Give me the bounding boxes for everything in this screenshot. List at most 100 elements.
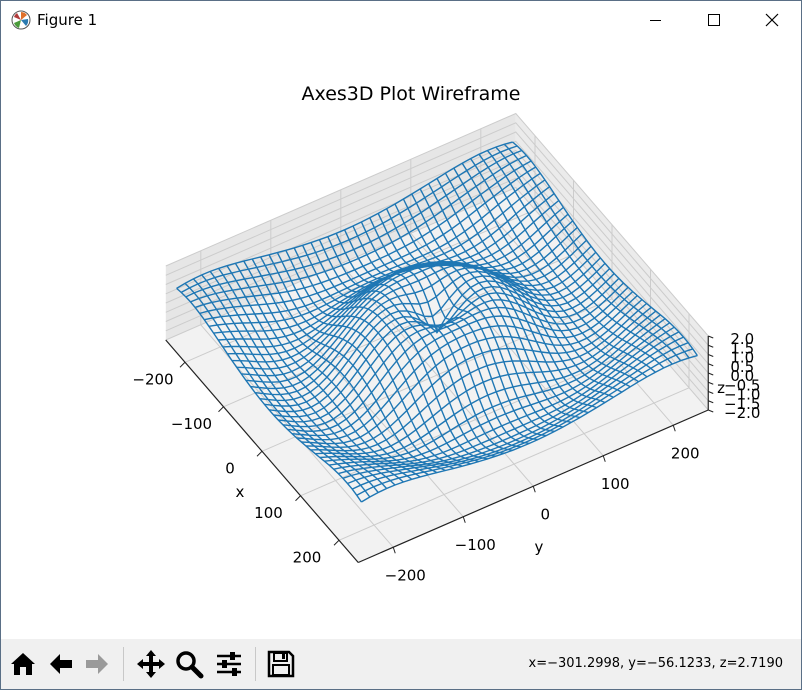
save-button[interactable] [265,648,297,680]
minimize-icon [650,20,661,21]
z-axis-label: z [717,379,725,397]
z-tick-label: −1.0 [724,386,760,404]
wire-line-y [192,278,379,493]
forward-icon [86,654,108,674]
z-tick [708,391,714,394]
toolbar-separator [123,647,124,681]
figure-canvas[interactable]: −200 −100 0 100 200 −200 −100 0 100 200 −2.0 −1.5 −1… [1,40,801,639]
wireframe-plot[interactable]: −200 −100 0 100 200 −200 −100 0 100 200 −2.0−1.5−1… [1,40,801,639]
wire-line-y [385,208,572,423]
x-tick-label: 0 [225,459,235,477]
wire-line-y [310,242,496,457]
wire-line-y [470,158,656,373]
wire-line-y [486,150,673,365]
y-tick-label: 200 [671,444,700,462]
grid-line [165,186,709,411]
home-button[interactable] [7,648,39,680]
save-icon [267,650,295,678]
wire-line-y [335,233,522,448]
z-tick [708,372,714,376]
pan-button[interactable] [135,648,167,680]
x-tick [295,495,301,502]
zoom-button[interactable] [173,648,205,680]
wire-line-y [411,193,597,409]
back-button[interactable] [45,648,77,680]
configure-subplots-icon [217,652,241,676]
close-icon [765,13,779,27]
title-bar: Figure 1 [1,1,801,39]
z-tick [708,363,714,367]
wire-line-y [461,162,648,378]
z-tick [708,381,714,385]
navigation-toolbar: x=−301.2998, y=−56.1233, z=2.7190 [1,639,801,689]
z-tick-label: 1.5 [730,339,754,357]
y-tick [462,516,466,523]
x-tick [256,450,263,457]
grid-line [165,149,709,374]
chart-title: Axes3D Plot Wireframe [302,83,521,105]
wire-line-y [301,245,488,460]
wire-line-y [226,265,413,480]
z-tick-label: 0.5 [730,358,754,376]
y-tick-label: −100 [455,536,496,554]
grid-line [165,140,709,365]
z-tick [708,400,714,404]
wire-line-y [343,229,530,445]
toolbar-separator [255,647,256,681]
grid-line [165,112,709,337]
y-tick [532,486,536,493]
zoom-icon [176,651,204,679]
wire-line-y [444,172,631,388]
wire-line-y [327,236,513,451]
close-button[interactable] [743,1,801,39]
wire-line-y [503,143,690,359]
grid-line [165,122,709,346]
wire-line-y [427,183,614,398]
window-title: Figure 1 [37,11,98,29]
wire-line-y [318,239,505,454]
wire-line-y [234,262,421,478]
axes-panes [165,113,709,563]
z-tick-label: 2.0 [730,330,754,348]
y-tick-label: −200 [385,566,426,584]
wire-line-y [360,221,547,437]
wire-line-y [251,258,438,474]
wire-line-y [285,249,471,465]
wire-line-y [352,225,538,441]
axis-ticks: −200 −100 0 100 200 −200 −100 0 100 200 −2.0−1.5−1… [132,330,760,584]
x-tick [218,406,224,413]
x-tick [179,361,186,368]
wire-line-y [377,213,564,428]
y-tick [672,425,676,432]
z-tick [708,335,714,339]
back-icon [50,654,72,674]
wire-line-y [184,282,371,498]
y-tick-label: 100 [601,475,630,493]
wire-line-y [495,146,682,362]
wireframe-surface [176,141,698,503]
z-tick-label: −0.5 [724,376,760,394]
z-tick-label: 0.0 [730,367,754,385]
y-axis-label: y [535,538,544,556]
x-tick [333,539,340,546]
forward-button[interactable] [81,648,113,680]
minimize-button[interactable] [627,1,685,39]
wire-line-y [419,188,606,404]
wire-line-y [201,274,388,489]
z-tick-label: −1.5 [724,395,760,413]
matplotlib-logo-icon [11,10,31,30]
configure-subplots-button[interactable] [213,648,245,680]
z-tick-label: 1.0 [730,349,754,367]
z-tick [708,354,714,357]
x-tick-label: −100 [171,415,212,433]
maximize-icon [708,14,720,26]
z-tick [708,409,714,413]
x-tick-label: 100 [254,504,283,522]
x-tick-label: 200 [293,548,322,566]
y-tick [392,547,396,554]
wire-line-y [512,141,698,356]
wire-line-y [176,287,362,503]
wire-line-y [218,268,404,483]
maximize-button[interactable] [685,1,743,39]
